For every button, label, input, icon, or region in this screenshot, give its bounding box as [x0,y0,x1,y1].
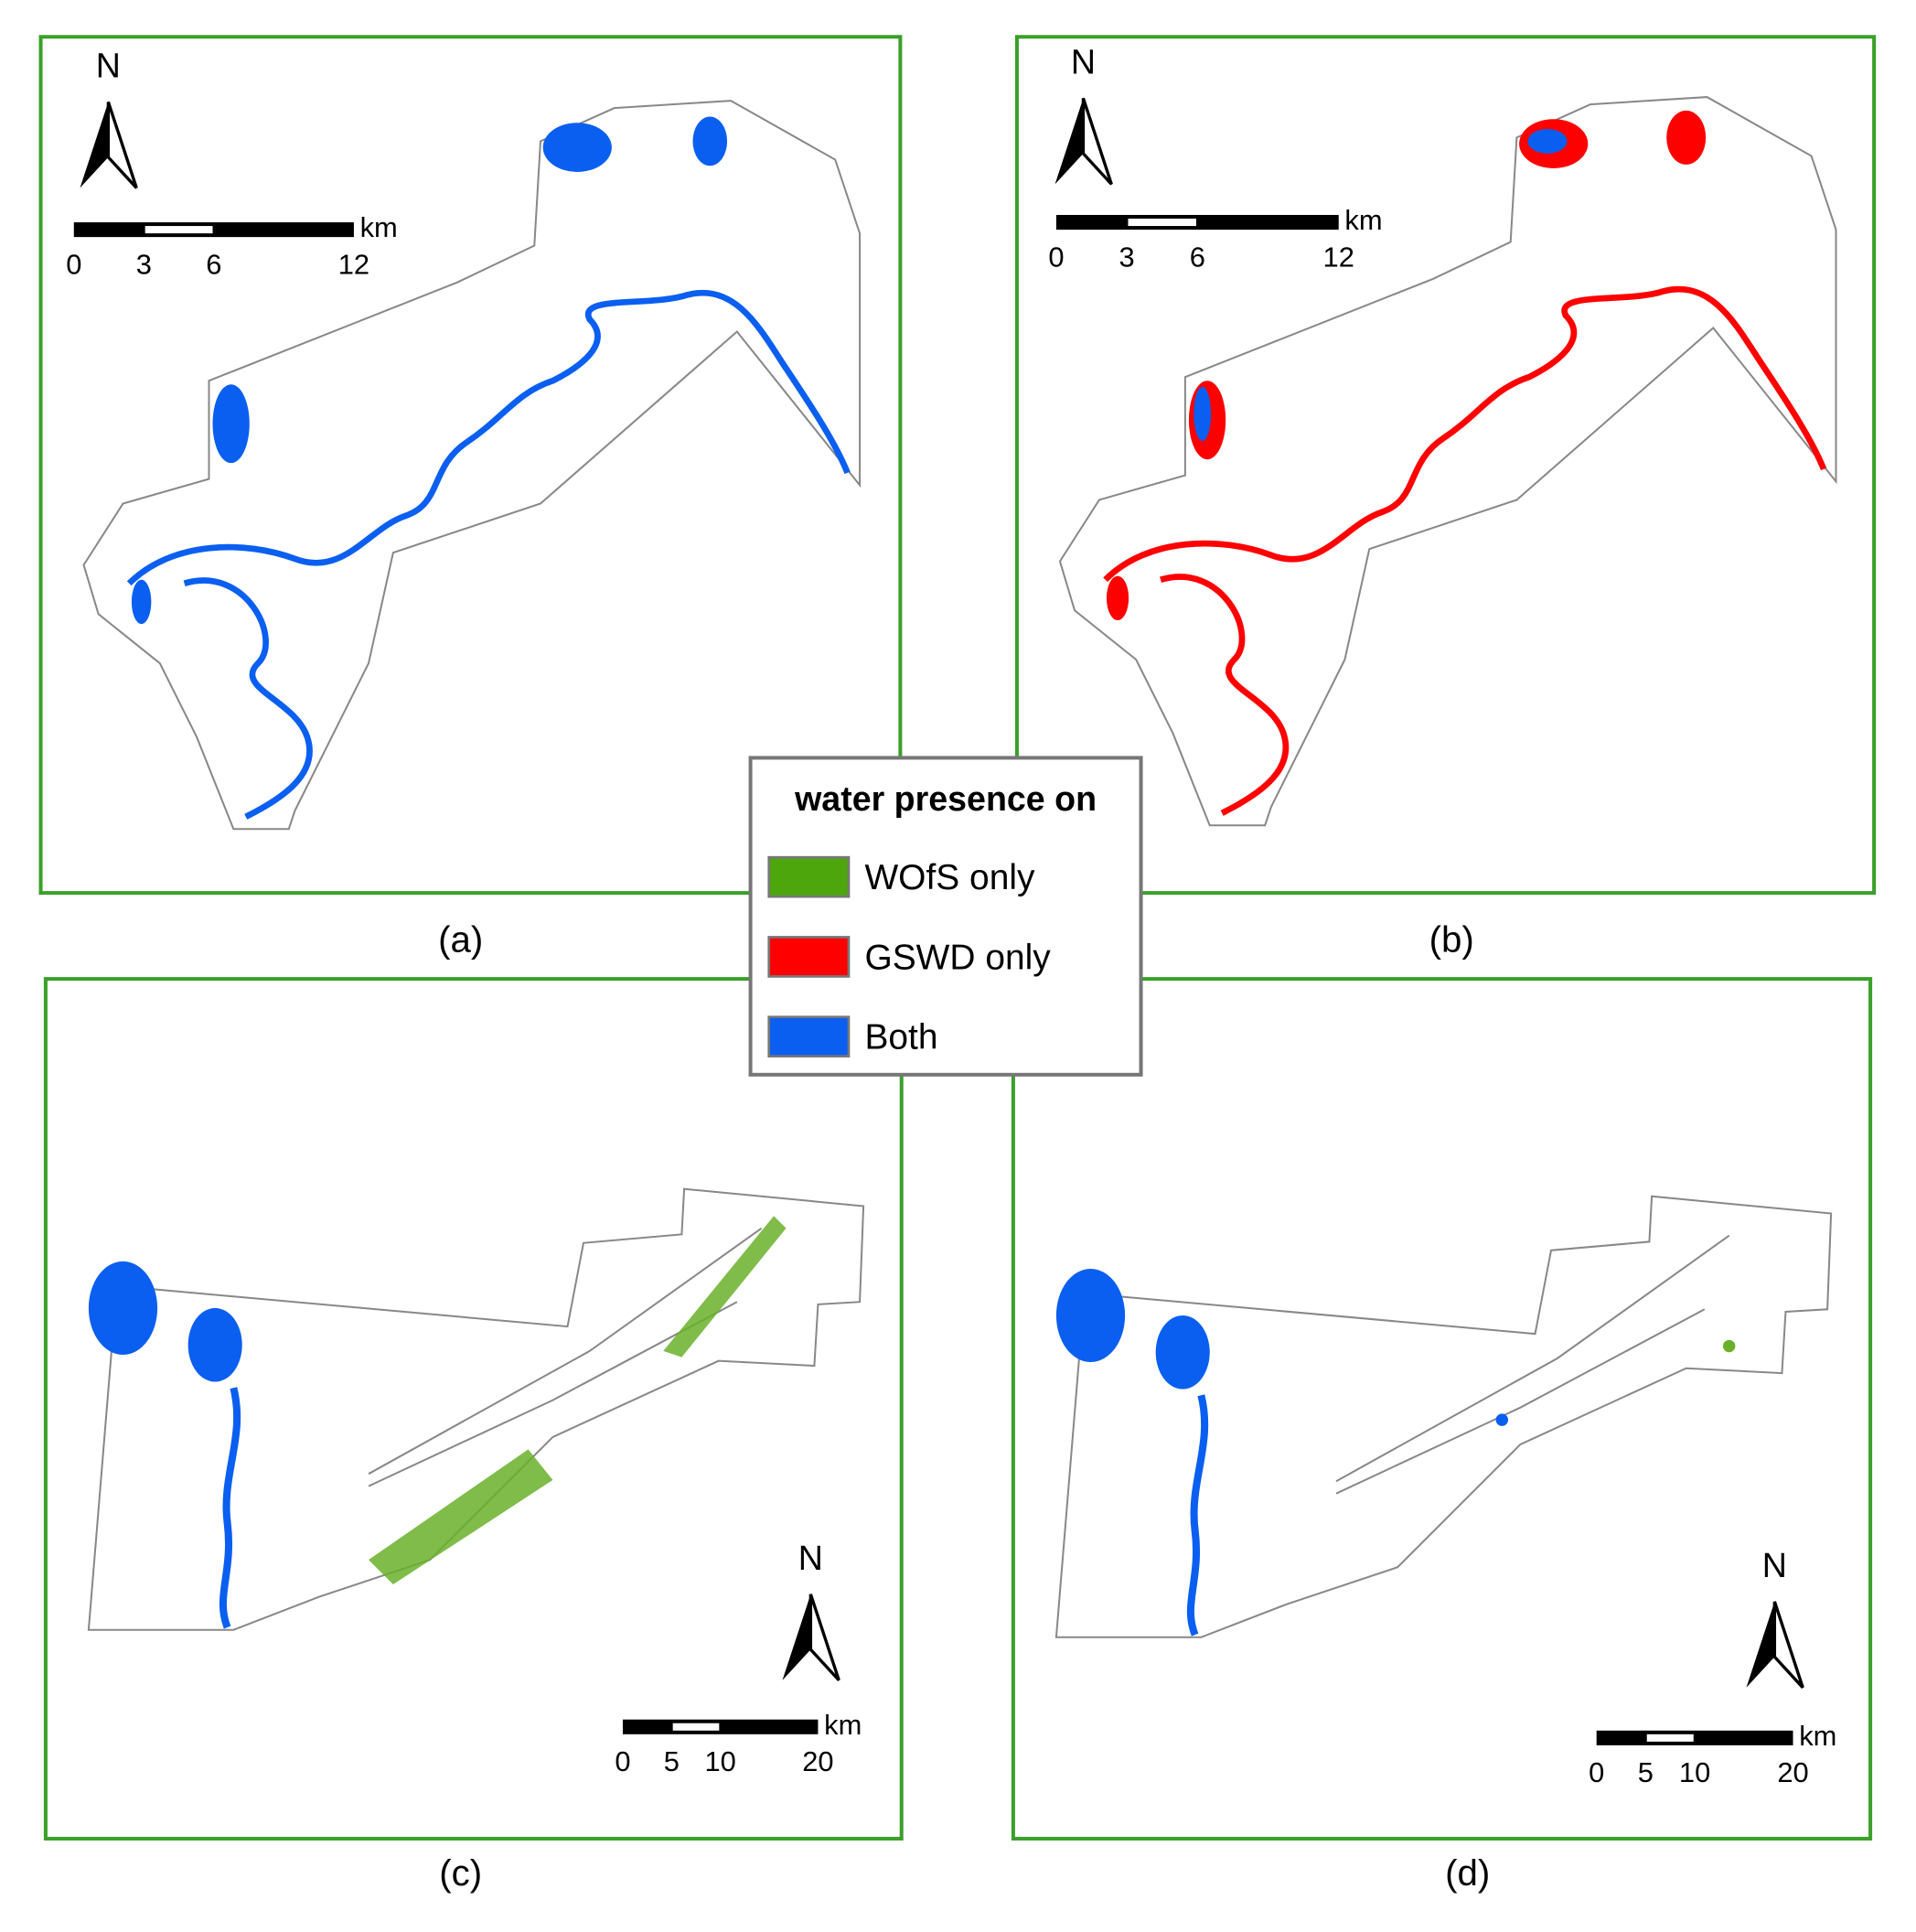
scale-tick-label: 5 [664,1745,680,1777]
scale-tick-label: 5 [1638,1756,1654,1788]
legend-label: Both [864,1018,937,1057]
scale-bar [73,222,354,238]
panel-label: (c) [439,1852,482,1894]
scale-bar-segment [1128,218,1196,227]
scale-tick-label: 0 [1048,241,1064,273]
panel-frame [1011,977,1873,1841]
scale-bar [1596,1730,1793,1745]
north-label: N [798,1539,823,1577]
north-label: N [1071,43,1096,81]
scale-unit: km [824,1709,862,1741]
map-b [1058,96,1837,827]
scale-bar-segment [1646,1733,1694,1742]
scale-tick-label: 12 [338,248,369,280]
scale-unit: km [1799,1720,1836,1752]
scale-tick-label: 20 [802,1745,833,1777]
north-label: N [96,47,121,85]
scale-tick-label: 3 [1119,241,1135,273]
scale-bar-segment [145,226,213,234]
north-label: N [1762,1546,1787,1584]
north-arrow [808,1594,840,1681]
panel-label: (a) [438,919,483,961]
panel-frame [43,977,904,1841]
legend-title: water presence on [794,779,1097,818]
scale-tick-label: 0 [66,248,81,280]
north-arrow [1746,1601,1775,1688]
scale-tick-label: 6 [1190,241,1205,273]
legend-swatch [767,1015,851,1058]
scale-unit: km [1344,204,1382,236]
scale-tick-label: 6 [206,248,221,280]
scale-tick-label: 0 [1589,1756,1604,1788]
scale-tick-label: 20 [1777,1756,1808,1788]
scale-tick-label: 3 [136,248,152,280]
scale-tick-label: 12 [1323,241,1354,273]
legend-label: GSWD only [864,938,1051,977]
scale-unit: km [360,211,398,243]
north-arrow [782,1594,811,1680]
map-a [82,100,862,831]
map-d [1054,1195,1833,1638]
legend-label: WOfS only [864,858,1035,897]
north-arrow [1081,97,1113,186]
scale-tick-label: 0 [615,1745,630,1777]
scale-tick-label: 10 [705,1745,736,1777]
legend-swatch [767,855,851,898]
panel-label: (b) [1429,919,1474,961]
legend-swatch [767,936,851,978]
scale-bar-segment [672,1723,720,1731]
north-arrow [1772,1601,1804,1689]
scale-bar [1055,214,1339,231]
scale-bar [622,1719,819,1734]
north-arrow [106,101,138,189]
map-c [87,1187,865,1631]
panel-label: (d) [1445,1852,1490,1894]
scale-tick-label: 10 [1679,1756,1710,1788]
